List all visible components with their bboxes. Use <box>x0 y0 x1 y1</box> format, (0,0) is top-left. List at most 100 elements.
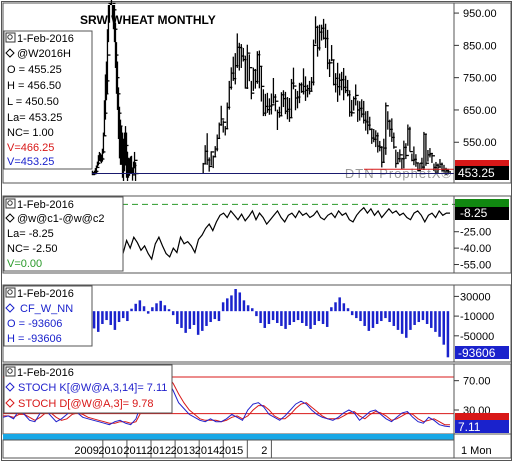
cftc-bar <box>338 297 341 312</box>
time-strip[interactable] <box>3 434 454 440</box>
diamond-icon <box>5 303 15 313</box>
cftc-bar <box>105 311 108 321</box>
y-tick-label: -10000 <box>460 311 494 323</box>
y-tick-label: 850.00 <box>463 40 497 52</box>
cftc-bar <box>176 311 179 324</box>
spread-legend-last: La= -8.25 <box>7 228 54 240</box>
price-legend-v-blue: V=453.25 <box>7 156 54 168</box>
y-tick-label: 550.00 <box>463 137 497 149</box>
y-tick-label: -55.00 <box>460 260 491 272</box>
cftc-bar <box>430 311 433 328</box>
y-tick-label: 650.00 <box>463 105 497 117</box>
cftc-bar <box>371 311 375 328</box>
diamond-icon <box>5 382 15 392</box>
cftc-panel: 1-Feb-2016 CF_W_NN O = -93606 H = -93606… <box>2 284 512 363</box>
cftc-bar <box>196 311 200 335</box>
cftc-bar <box>296 311 300 321</box>
cftc-bar <box>300 311 304 324</box>
price-panel: SRW WHEAT MONTHLY DTN ProphetX® 1-Feb-20… <box>2 0 512 184</box>
price-legend-last: La= 453.25 <box>7 112 62 124</box>
time-label: 2014 <box>195 445 219 457</box>
cftc-bar <box>96 311 100 332</box>
cftc-bar <box>305 311 308 326</box>
cftc-bar <box>342 303 346 312</box>
cftc-bar <box>92 311 96 329</box>
cftc-bar <box>392 311 396 326</box>
stoch-panel: 1-Feb-2016 STOCH K[@W@A,3,14]= 7.11 STOC… <box>2 363 512 435</box>
cftc-legend-symbol: CF_W_NN <box>20 303 73 315</box>
time-label: 2010 <box>98 445 122 457</box>
time-label: 2011 <box>123 445 147 457</box>
cftc-bar <box>146 311 150 314</box>
time-label: 2015 <box>219 445 243 457</box>
cftc-bar <box>134 303 137 312</box>
cftc-bar <box>201 311 204 331</box>
magnifier-icon[interactable] <box>5 198 16 209</box>
cftc-bar <box>113 311 117 330</box>
cftc-bar <box>321 311 325 324</box>
cftc-bar <box>325 311 329 327</box>
cftc-bar <box>267 311 271 324</box>
spread-legend-date: 1-Feb-2016 <box>17 199 74 211</box>
cftc-bar <box>375 311 379 324</box>
spread-panel: 1-Feb-2016 @w@c1-@w@c2 La= -8.25 NC= -2.… <box>2 195 512 274</box>
cftc-last-value: -93606 <box>458 346 496 360</box>
cftc-legend-date: 1-Feb-2016 <box>17 288 74 300</box>
magnifier-icon[interactable] <box>5 366 16 377</box>
cftc-bar <box>438 311 441 337</box>
cftc-bar <box>388 311 391 323</box>
cftc-bar <box>334 302 337 312</box>
magnifier-icon[interactable] <box>5 32 16 43</box>
price-legend-low: L = 450.50 <box>7 96 59 108</box>
cftc-bar <box>271 311 275 321</box>
y-tick-label: 950.00 <box>463 8 497 20</box>
diamond-icon <box>5 213 15 223</box>
price-y-axis: 950.00 850.00 750.00 650.00 550.00 <box>453 2 512 184</box>
price-last-value-badge: 453.25 <box>455 160 509 180</box>
cftc-bar <box>413 311 416 325</box>
price-legend-date: 1-Feb-2016 <box>17 33 74 45</box>
cftc-bar <box>126 311 129 322</box>
cftc-bar <box>405 311 408 338</box>
cftc-bar <box>242 300 246 312</box>
y-tick-label: -40.00 <box>460 243 491 255</box>
spread-last-value: -8.25 <box>460 206 488 220</box>
cftc-bar <box>205 311 208 326</box>
cftc-bar <box>263 311 267 328</box>
cftc-bar <box>355 311 358 319</box>
cftc-bar <box>121 311 125 319</box>
cftc-bar <box>142 306 146 312</box>
cftc-bar <box>330 307 333 312</box>
cftc-bar <box>130 308 133 312</box>
y-tick-label: -50000 <box>460 331 494 343</box>
cftc-bar <box>255 311 258 317</box>
price-bars <box>91 0 454 181</box>
spread-value-badges: -8.25 <box>455 199 509 220</box>
cftc-bar <box>180 311 183 328</box>
cftc-bar <box>367 311 371 331</box>
stoch-legend-box: 1-Feb-2016 STOCH K[@W@A,3,14]= 7.11 STOC… <box>3 364 173 414</box>
stoch-legend-k: STOCH K[@W@A,3,14]= 7.11 <box>18 382 167 394</box>
price-legend-net-change: NC= 1.00 <box>7 127 54 139</box>
time-label: 2012 <box>147 445 171 457</box>
price-legend-box: 1-Feb-2016 @W2016H O = 455.25 H = 456.50… <box>3 30 93 170</box>
price-legend-high: H = 456.50 <box>7 80 61 92</box>
cftc-bar <box>184 311 187 333</box>
price-legend-open: O = 455.25 <box>7 64 62 76</box>
cftc-bar <box>425 311 429 324</box>
cftc-legend-high: H = -93606 <box>7 333 62 345</box>
cftc-bar <box>434 311 437 332</box>
cftc-bar <box>192 311 196 325</box>
cftc-bar <box>446 311 450 358</box>
cftc-bar <box>284 311 287 329</box>
magnifier-icon[interactable] <box>5 287 16 298</box>
cftc-bar <box>226 298 229 312</box>
cftc-bar <box>209 311 212 323</box>
cftc-bar <box>313 311 316 325</box>
cftc-bar <box>151 307 154 312</box>
cftc-bar <box>309 311 312 329</box>
cftc-bar <box>317 311 321 322</box>
interval-label[interactable]: 1 Mon <box>461 445 492 457</box>
cftc-bar <box>138 300 142 312</box>
cftc-bar <box>221 302 225 312</box>
